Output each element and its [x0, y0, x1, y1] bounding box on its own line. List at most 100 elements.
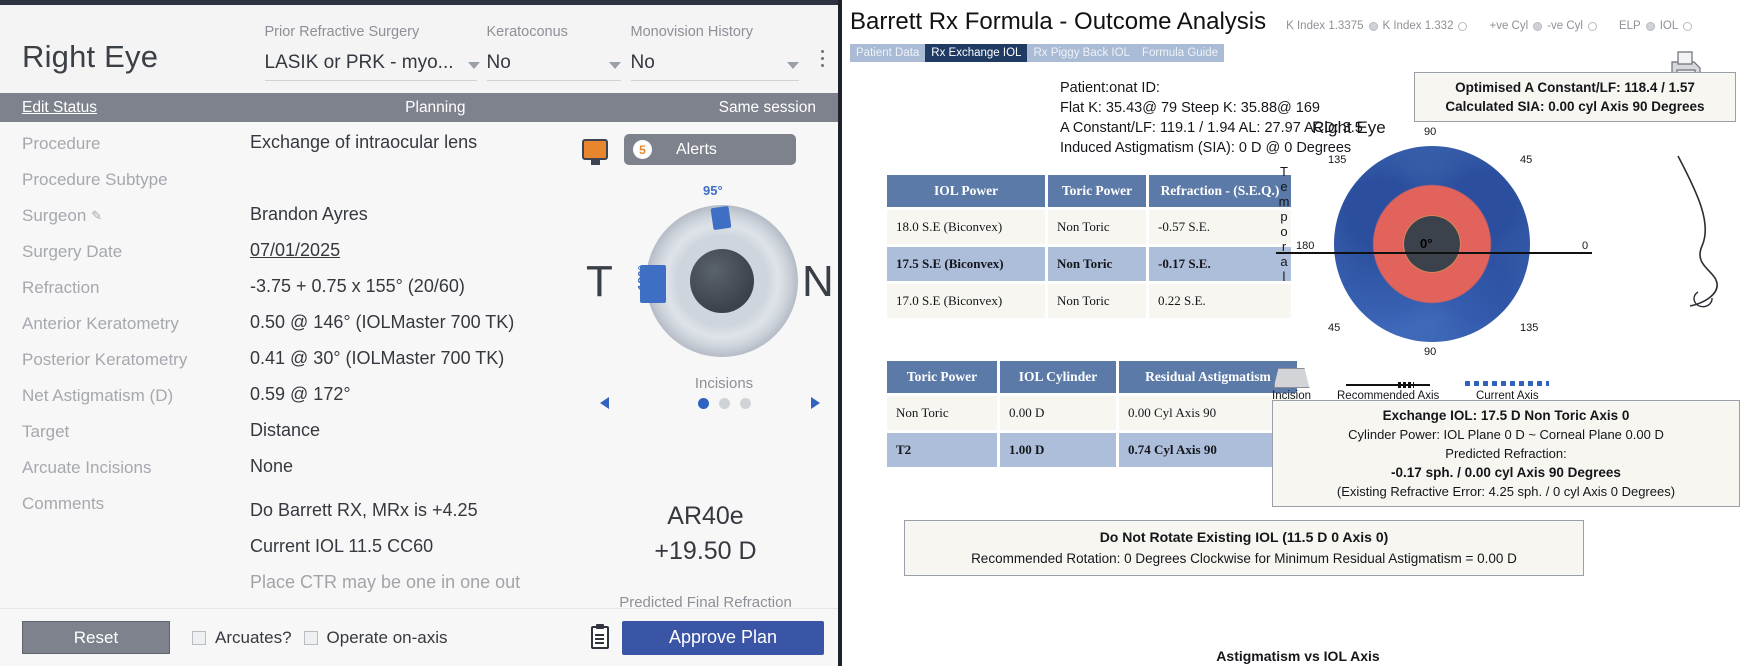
pager-dot-1[interactable]	[697, 398, 709, 409]
table-row[interactable]: 18.0 S.E (Biconvex) Non Toric -0.57 S.E.	[887, 210, 1291, 244]
pencil-icon[interactable]: ✎	[91, 208, 103, 223]
table-row-selected[interactable]: T2 1.00 D 0.74 Cyl Axis 90	[887, 433, 1297, 467]
pager-dot-2[interactable]	[718, 398, 730, 409]
checkbox-operate-on-axis[interactable]: Operate on-axis	[303, 628, 448, 648]
status-bar: Edit Status Planning Same session	[0, 93, 838, 122]
legend-recommended-axis: Recommended Axis	[1337, 382, 1440, 402]
iris-illustration	[646, 205, 798, 357]
field-label: Anterior Keratometry	[22, 314, 179, 333]
header-dropdowns: Prior Refractive Surgery LASIK or PRK - …	[264, 24, 824, 85]
field-value: 0.50 @ 146° (IOLMaster 700 TK)	[250, 312, 515, 332]
table-header-row: IOL Power Toric Power Refraction - (S.E.…	[887, 175, 1291, 207]
field-value: -3.75 + 0.75 x 155° (20/60)	[250, 276, 465, 296]
footer-actions: Approve Plan	[591, 620, 824, 655]
info-line-k-values: Flat K: 35.43@ 79 Steep K: 35.88@ 169	[1060, 100, 1320, 116]
column-header-toric-power: Toric Power	[887, 361, 997, 393]
alerts-button[interactable]: 5 Alerts	[624, 134, 796, 165]
next-arrow-icon[interactable]	[811, 397, 820, 409]
result-cylinder-power: Cylinder Power: IOL Plane 0 D ~ Corneal …	[1348, 427, 1664, 442]
radio-button-plus-cyl[interactable]	[1533, 21, 1543, 31]
current-axis-icon	[1465, 381, 1550, 386]
monitor-icon[interactable]	[582, 139, 608, 165]
tab-rx-piggy-back-iol[interactable]: Rx Piggy Back IOL	[1027, 44, 1136, 62]
approve-plan-button[interactable]: Approve Plan	[622, 620, 824, 655]
radio-group-k-index[interactable]: K Index 1.3375 K Index 1.332	[1286, 20, 1468, 32]
dropdown-monovision-history[interactable]: Monovision History No	[630, 24, 799, 85]
radio-group-cyl-sign[interactable]: +ve Cyl -ve Cyl	[1489, 20, 1597, 32]
radio-label: ELP	[1618, 20, 1641, 32]
incision-marker-95[interactable]	[710, 205, 732, 231]
field-list: Procedure Exchange of intraocular lens P…	[0, 132, 578, 611]
field-row-surgery-date: Surgery Date 07/01/2025	[22, 240, 578, 276]
checkbox-box[interactable]	[192, 630, 206, 645]
checkbox-box[interactable]	[303, 630, 318, 645]
table-row-selected[interactable]: 17.5 S.E (Biconvex) Non Toric -0.17 S.E.	[887, 247, 1291, 281]
angle-label-90-top: 90	[1424, 126, 1437, 138]
radio-button-iol[interactable]	[1683, 21, 1693, 31]
field-value: None	[250, 456, 294, 476]
edit-status-link[interactable]: Edit Status	[22, 98, 97, 116]
reset-button[interactable]: Reset	[22, 621, 170, 654]
info-line-patient: Patient:onat ID:	[1060, 80, 1160, 96]
cell-iol-cylinder: 0.00 D	[1000, 396, 1116, 430]
angle-label-0: 0	[1582, 240, 1589, 252]
cell-refraction: -0.57 S.E.	[1149, 210, 1291, 244]
patient-info-block: Patient:onat ID: Flat K: 35.43@ 79 Steep…	[1060, 78, 1363, 158]
field-row-arcuate-incisions: Arcuate Incisions None	[22, 456, 578, 492]
field-label: Refraction	[22, 278, 100, 297]
planner-footer: Reset Arcuates? Operate on-axis Approve …	[0, 608, 838, 666]
field-row-procedure: Procedure Exchange of intraocular lens	[22, 132, 578, 168]
legend-label: Recommended Axis	[1337, 390, 1440, 402]
cell-refraction: -0.17 S.E.	[1149, 247, 1291, 281]
field-row-refraction: Refraction -3.75 + 0.75 x 155° (20/60)	[22, 276, 578, 312]
dropdown-keratoconus[interactable]: Keratoconus No	[486, 24, 621, 85]
page-title: Right Eye	[22, 39, 159, 74]
iol-power-table: IOL Power Toric Power Refraction - (S.E.…	[884, 172, 1294, 321]
cell-iol-power: 17.5 S.E (Biconvex)	[887, 247, 1045, 281]
result-exchange-iol: Exchange IOL: 17.5 D Non Toric Axis 0	[1382, 408, 1630, 423]
cell-iol-cylinder: 1.00 D	[1000, 433, 1116, 467]
topography-disc	[1334, 146, 1530, 342]
more-options-icon[interactable]	[820, 49, 824, 67]
radio-group-elp-iol[interactable]: ELP IOL	[1618, 20, 1693, 32]
radio-label: K Index 1.3375	[1286, 20, 1364, 32]
iol-model: AR40e	[667, 502, 744, 530]
column-header-iol-power: IOL Power	[887, 175, 1045, 207]
alerts-label: Alerts	[676, 140, 717, 158]
table-row[interactable]: 17.0 S.E (Biconvex) Non Toric 0.22 S.E.	[887, 284, 1291, 318]
dropdown-prior-refractive-surgery[interactable]: Prior Refractive Surgery LASIK or PRK - …	[264, 24, 480, 85]
column-header-refraction: Refraction - (S.E.Q.)	[1149, 175, 1291, 207]
map-legend: Incision Recommended Axis Current Axis	[1272, 368, 1742, 402]
nose-profile-icon	[1677, 155, 1718, 308]
clipboard-icon[interactable]	[591, 624, 609, 649]
chart-caption: Astigmatism vs IOL Axis	[1216, 648, 1380, 664]
barrett-rx-panel: Barrett Rx Formula - Outcome Analysis K …	[838, 0, 1750, 666]
predicted-refraction-label: Predicted Final Refraction	[619, 594, 792, 611]
eye-diagram[interactable]: T N 95° 180° Incisions	[578, 179, 838, 409]
pager-dot-3[interactable]	[739, 398, 751, 409]
field-value[interactable]: 07/01/2025	[250, 240, 341, 260]
table-row[interactable]: Non Toric 0.00 D 0.00 Cyl Axis 90	[887, 396, 1297, 430]
radio-button-k-1-3375[interactable]	[1368, 21, 1378, 31]
cell-toric-power: T2	[887, 433, 997, 467]
field-row-posterior-keratometry: Posterior Keratometry 0.41 @ 30° (IOLMas…	[22, 348, 578, 384]
prev-arrow-icon[interactable]	[600, 397, 609, 409]
radio-label: K Index 1.332	[1382, 20, 1454, 32]
cell-toric-power: Non Toric	[887, 396, 997, 430]
radio-button-k-1-332[interactable]	[1458, 21, 1468, 31]
field-value: Exchange of intraocular lens	[250, 132, 478, 152]
info-line-a-constant: A Constant/LF: 119.1 / 1.94 AL: 27.97 AC…	[1060, 120, 1363, 136]
tab-patient-data[interactable]: Patient Data	[850, 44, 926, 62]
chevron-down-icon	[467, 62, 480, 69]
tab-rx-exchange-iol[interactable]: Rx Exchange IOL	[925, 44, 1028, 62]
dropdown-value: No	[486, 52, 511, 73]
tab-formula-guide[interactable]: Formula Guide	[1135, 44, 1225, 62]
checkbox-arcuates[interactable]: Arcuates?	[192, 628, 292, 648]
axis-95-label: 95°	[703, 183, 723, 198]
incision-marker-180[interactable]	[640, 265, 666, 303]
radio-button-minus-cyl[interactable]	[1587, 21, 1597, 31]
checkbox-label: Arcuates?	[215, 627, 292, 647]
radio-button-elp[interactable]	[1645, 21, 1655, 31]
comment-line: Current IOL 11.5 CC60	[250, 536, 434, 556]
